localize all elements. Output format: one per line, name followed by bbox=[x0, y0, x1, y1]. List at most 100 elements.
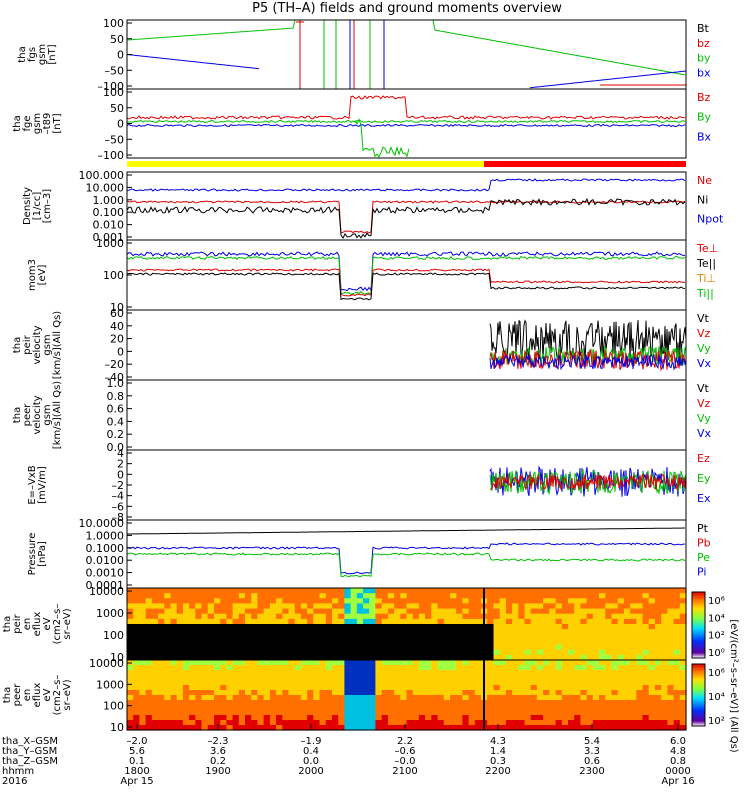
spectrogram-cell bbox=[462, 675, 470, 681]
spectrogram-cell bbox=[661, 603, 668, 610]
spectrogram-cell bbox=[592, 685, 600, 691]
spectrogram-cell bbox=[127, 654, 134, 661]
spectrogram-cell bbox=[375, 649, 383, 656]
spectrogram-cell bbox=[350, 634, 358, 640]
spectrogram-cell bbox=[307, 613, 314, 620]
spectrogram-cell bbox=[679, 705, 687, 711]
spectrogram-cell bbox=[139, 695, 147, 701]
spectrogram-cell bbox=[238, 725, 246, 731]
spectrogram-cell bbox=[232, 675, 240, 681]
spectrogram-cell bbox=[375, 665, 383, 671]
spectrogram-cell bbox=[350, 705, 358, 711]
spectrogram-cell bbox=[263, 690, 271, 696]
spectrogram-cell bbox=[605, 710, 613, 716]
spectrogram-cell bbox=[574, 715, 581, 721]
spectrogram-cell bbox=[667, 603, 675, 610]
spectrogram-cell bbox=[176, 613, 184, 620]
spectrogram-cell bbox=[474, 603, 482, 610]
spectrogram-cell bbox=[176, 603, 184, 610]
spectrogram-cell bbox=[325, 680, 333, 686]
spectrogram-cell bbox=[425, 660, 432, 666]
spectrogram-cell bbox=[294, 654, 302, 661]
spectrogram-cell bbox=[400, 675, 408, 681]
spectrogram-cell bbox=[530, 644, 538, 651]
spectrogram-cell bbox=[505, 618, 513, 625]
spectrogram-cell bbox=[257, 695, 265, 701]
spectrogram-cell bbox=[170, 715, 178, 721]
spectrogram-cell bbox=[642, 654, 650, 661]
spectrogram-cell bbox=[139, 685, 147, 691]
spectrogram-cell bbox=[611, 685, 619, 691]
spectrogram-cell bbox=[462, 725, 470, 731]
series-Ez bbox=[489, 473, 687, 492]
spectrogram-cell bbox=[574, 660, 581, 666]
spectrogram-cell bbox=[282, 710, 290, 716]
spectrogram-cell bbox=[599, 598, 606, 604]
spectrogram-cell bbox=[288, 629, 296, 635]
spectrogram-cell bbox=[636, 634, 644, 640]
spectrogram-cell bbox=[288, 654, 296, 661]
spectrogram-cell bbox=[568, 634, 575, 640]
spectrogram-cell bbox=[375, 654, 383, 661]
spectrogram-cell bbox=[319, 660, 327, 666]
spectrogram-cell bbox=[387, 588, 395, 594]
spectrogram-cell bbox=[530, 613, 538, 620]
spectrogram-cell bbox=[599, 700, 606, 706]
spectrogram-cell bbox=[182, 603, 190, 610]
spectrogram-cell bbox=[468, 629, 476, 635]
spectrogram-cell bbox=[605, 654, 613, 661]
spectrogram-cell bbox=[431, 593, 439, 599]
spectrogram-cell bbox=[443, 680, 451, 686]
spectrogram-cell bbox=[195, 690, 203, 696]
spectrogram-cell bbox=[543, 725, 550, 731]
y-tick-label: 0.0 bbox=[107, 441, 125, 454]
y-axis-label: Density[1/cc][cm–3] bbox=[22, 187, 53, 225]
spectrogram-cell bbox=[617, 725, 625, 731]
spectrogram-cell bbox=[493, 695, 501, 701]
spectrogram-cell bbox=[667, 705, 675, 711]
spectrogram-cell bbox=[636, 675, 644, 681]
spectrogram-cell bbox=[182, 634, 190, 640]
spectrogram-cell bbox=[226, 665, 234, 671]
spectrogram-cell bbox=[456, 608, 463, 615]
spectrogram-cell bbox=[450, 670, 457, 676]
spectrogram-cell bbox=[182, 690, 190, 696]
y-tick-label: 0.100 bbox=[93, 206, 125, 219]
spectrogram-cell bbox=[276, 603, 283, 610]
spectrogram-cell bbox=[667, 690, 675, 696]
spectrogram-cell bbox=[195, 660, 203, 666]
series-bx bbox=[126, 54, 260, 70]
spectrogram-cell bbox=[543, 695, 550, 701]
spectrogram-cell bbox=[536, 639, 544, 646]
spectrogram-cell bbox=[282, 598, 290, 604]
spectrogram-cell bbox=[201, 639, 209, 646]
spectrogram-cell bbox=[344, 700, 352, 706]
spectrogram-cell bbox=[176, 670, 184, 676]
spectrogram-cell bbox=[425, 598, 432, 604]
spectrogram-cell bbox=[412, 710, 420, 716]
spectrogram-cell bbox=[561, 690, 569, 696]
spectrogram-cell bbox=[158, 710, 165, 716]
spectrogram-cell bbox=[182, 624, 190, 630]
spectrogram-cell bbox=[493, 675, 501, 681]
spectrogram-cell bbox=[195, 618, 203, 625]
spectrogram-cell bbox=[437, 690, 445, 696]
spectrogram-cell bbox=[214, 613, 221, 620]
spectrogram-cell bbox=[661, 665, 668, 671]
spectrogram-cell bbox=[667, 624, 675, 630]
spectrogram-cell bbox=[406, 618, 414, 625]
spectrogram-cell bbox=[412, 624, 420, 630]
spectrogram-cell bbox=[182, 644, 190, 651]
spectrogram-cell bbox=[176, 700, 184, 706]
spectrogram-cell bbox=[418, 660, 426, 666]
spectrogram-cell bbox=[369, 629, 376, 635]
spectrogram-cell bbox=[158, 629, 165, 635]
spectrogram-cell bbox=[245, 720, 252, 726]
spectrogram-cell bbox=[151, 593, 159, 599]
spectrogram-cell bbox=[238, 665, 246, 671]
spectrogram-cell bbox=[232, 685, 240, 691]
spectrogram-cell bbox=[214, 660, 221, 666]
spectrogram-cell bbox=[468, 624, 476, 630]
spectrogram-cell bbox=[456, 613, 463, 620]
spectrogram-cell bbox=[568, 618, 575, 625]
